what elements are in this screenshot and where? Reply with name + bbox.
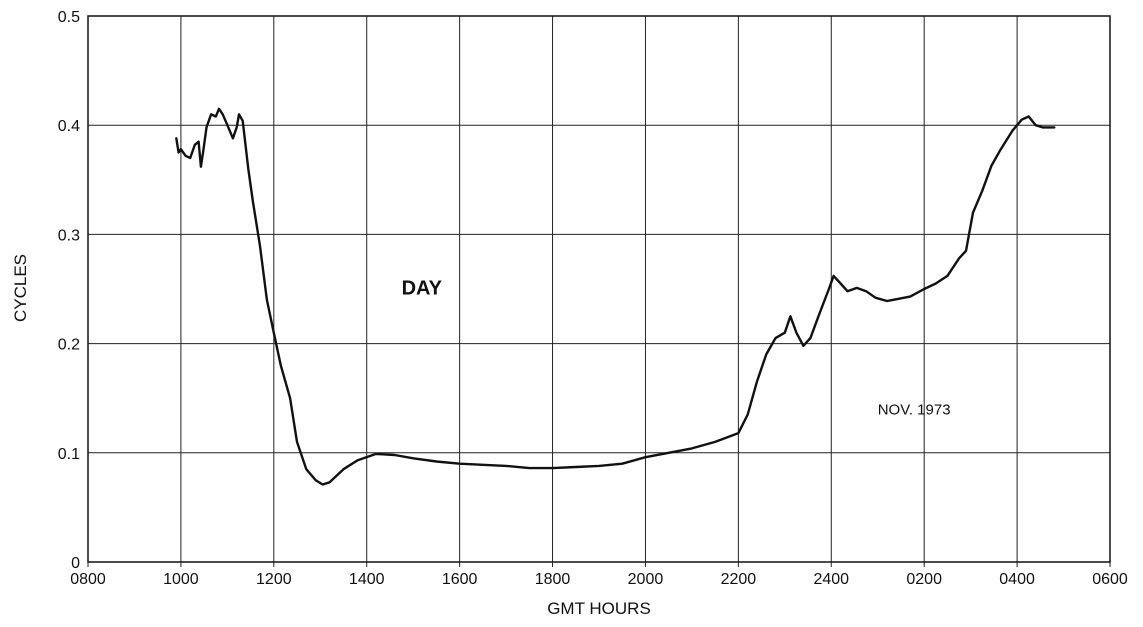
x-tick-label: 1200	[256, 571, 292, 588]
x-tick-label: 1800	[535, 571, 571, 588]
x-tick-label: 1600	[442, 571, 478, 588]
x-tick-label: 2000	[628, 571, 664, 588]
y-tick-label: 0.3	[58, 227, 80, 244]
y-tick-label: 0	[71, 555, 80, 572]
y-tick-labels: 0 0.1 0.2 0.3 0.4 0.5	[58, 9, 80, 572]
x-axis-title: GMT HOURS	[547, 599, 651, 618]
x-tick-label: 1000	[163, 571, 199, 588]
y-tick-label: 0.1	[58, 446, 80, 463]
series-line	[175, 107, 1056, 486]
annotations: DAY NOV. 1973	[402, 277, 951, 418]
y-tick-label: 0.5	[58, 9, 80, 26]
x-tick-label: 0400	[999, 571, 1035, 588]
grid	[88, 16, 1110, 562]
x-tick-label: 2200	[721, 571, 757, 588]
plot-frame	[87, 15, 1111, 563]
annotation-label: NOV. 1973	[878, 402, 951, 419]
x-tick-label: 2400	[813, 571, 849, 588]
x-tick-label: 1400	[349, 571, 385, 588]
annotation-label: DAY	[402, 277, 443, 299]
x-tick-label: 0600	[1092, 571, 1128, 588]
y-axis-title: CYCLES	[11, 254, 30, 322]
x-tick-labels: 0800 1000 1200 1400 1600 1800 2000 2200 2400 0200…	[70, 562, 1128, 588]
x-tick-label: 0200	[906, 571, 942, 588]
y-tick-label: 0.4	[58, 118, 80, 135]
y-tick-label: 0.2	[58, 337, 80, 354]
x-tick-label: 0800	[70, 571, 106, 588]
